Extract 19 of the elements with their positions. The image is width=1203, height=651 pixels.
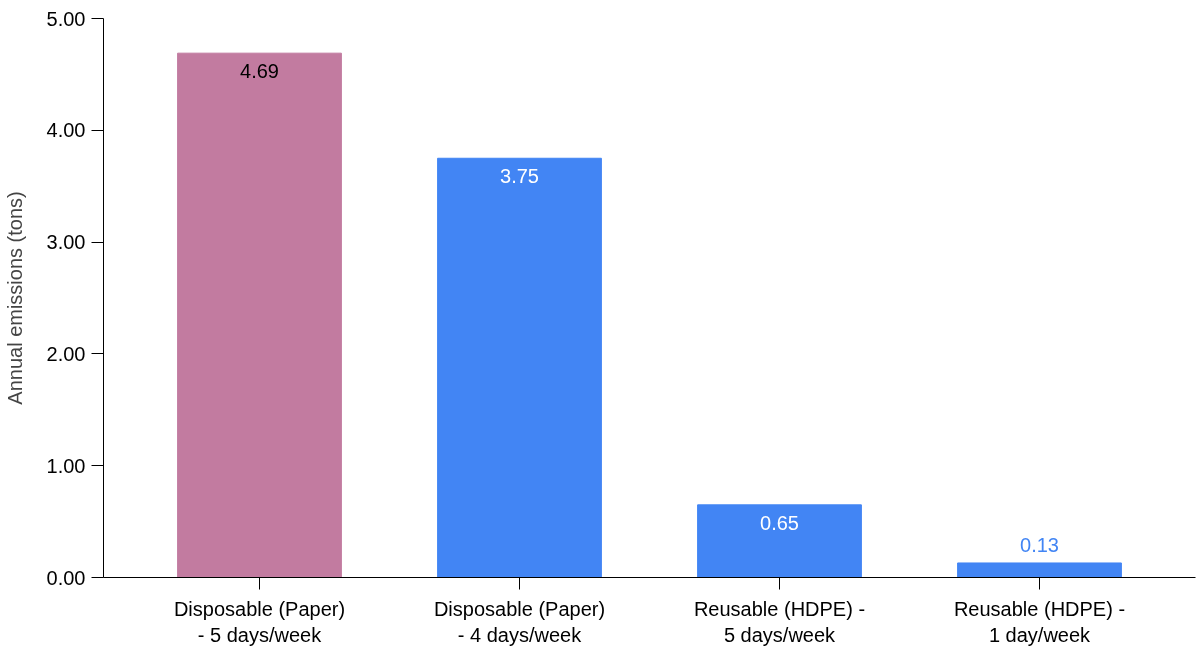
y-tick-label: 5.00 — [46, 7, 86, 30]
y-tick-label: 4.00 — [46, 119, 86, 142]
x-tick-label: Reusable (HDPE) - 1 day/week — [953, 597, 1126, 646]
data-label: 0.13 — [1020, 533, 1059, 556]
data-label: 4.69 — [240, 60, 279, 83]
y-tick-label: 0.00 — [46, 566, 86, 589]
x-tick-label: Disposable (Paper) - 4 days/week — [433, 597, 606, 646]
bar — [957, 562, 1122, 578]
bar — [697, 504, 862, 578]
bar — [177, 52, 342, 578]
y-tick-label: 3.00 — [46, 231, 86, 254]
data-label: 3.75 — [500, 165, 539, 188]
x-tick-label: Reusable (HDPE) - 5 days/week — [693, 597, 866, 646]
y-axis-title: Annual emissions (tons) — [3, 191, 26, 405]
data-label: 0.65 — [760, 512, 799, 535]
y-tick-label: 1.00 — [46, 454, 86, 477]
y-tick-label: 2.00 — [46, 342, 86, 365]
bar — [437, 157, 602, 578]
x-tick-label: Disposable (Paper) - 5 days/week — [173, 597, 346, 646]
